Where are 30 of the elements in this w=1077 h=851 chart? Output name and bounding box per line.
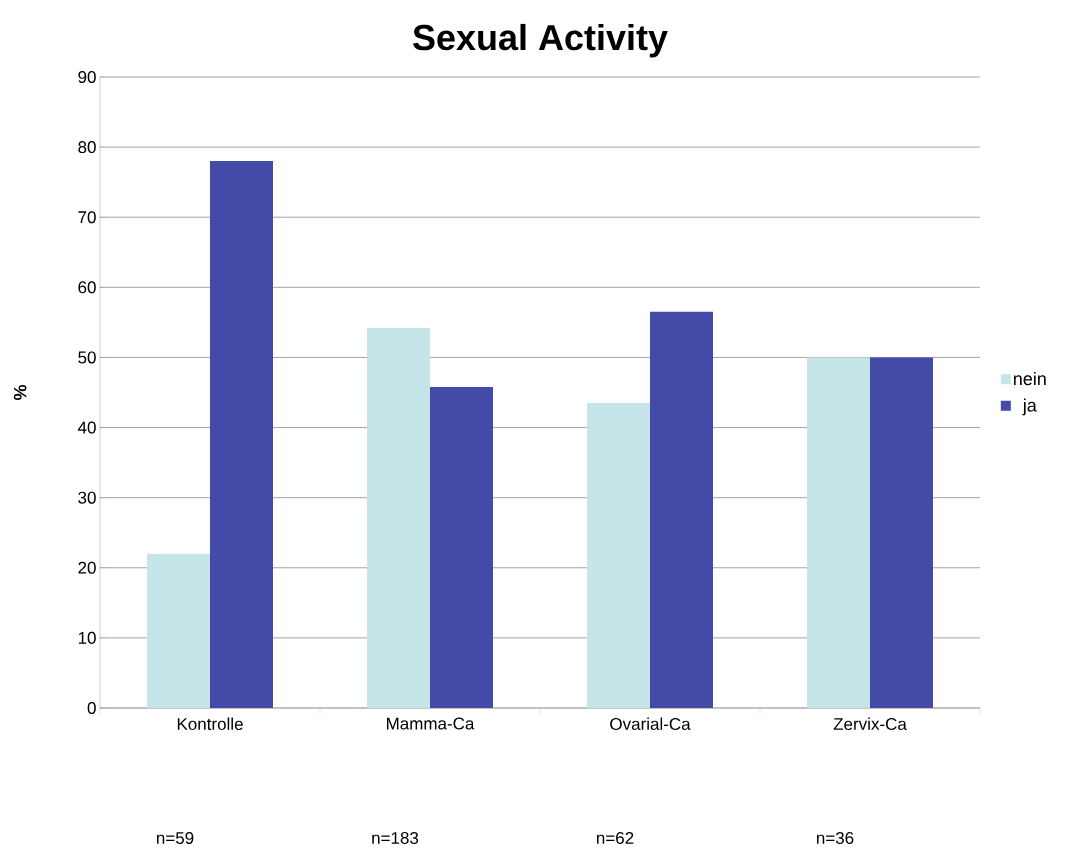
text: n=36 <box>816 831 854 845</box>
x-tick-label: Ovarial-Ca <box>610 717 691 731</box>
x-tick-label: Mamma-Ca <box>387 717 475 730</box>
bar <box>587 403 650 708</box>
text: n=62 <box>596 831 634 845</box>
y-tick-label: 10 <box>78 631 96 644</box>
bar <box>870 357 933 708</box>
legend-label: nein <box>1014 371 1046 386</box>
y-tick-label: 60 <box>78 281 96 294</box>
bar <box>650 311 713 708</box>
x-tick-label: Zervix-Ca <box>833 717 907 731</box>
y-tick-label: 80 <box>78 141 96 154</box>
chart-title: Sexual Activity <box>412 23 668 58</box>
y-axis-title: % <box>13 384 27 401</box>
bar <box>807 357 870 708</box>
bar <box>210 161 273 708</box>
bar <box>367 327 431 708</box>
y-tick-label: 20 <box>78 561 96 574</box>
y-tick-label: 40 <box>77 421 96 434</box>
y-tick-label: 30 <box>78 491 96 504</box>
bar <box>147 553 210 708</box>
y-tick-label: 50 <box>78 351 96 364</box>
text: n=59 <box>156 831 194 845</box>
x-tick-label: Kontrolle <box>177 717 243 731</box>
y-tick-label: 0 <box>87 701 96 715</box>
bar <box>430 386 493 708</box>
y-tick-label: 70 <box>78 211 96 224</box>
legend-label: ja <box>1022 398 1037 416</box>
text: n=183 <box>372 831 419 845</box>
y-tick-label: 90 <box>78 70 96 84</box>
